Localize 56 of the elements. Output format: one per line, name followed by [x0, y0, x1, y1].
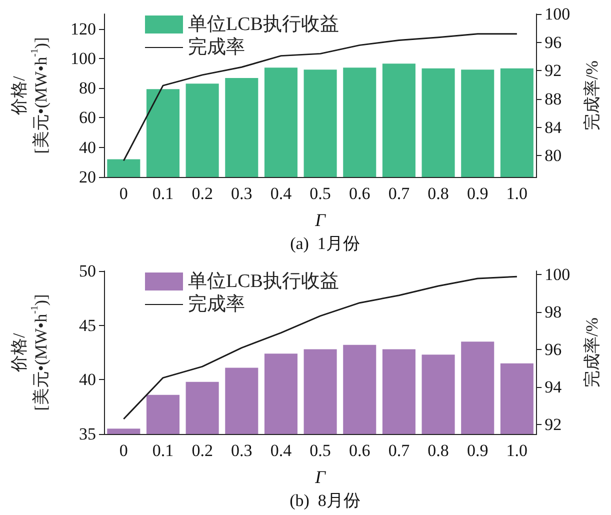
legend-label: 单位LCB执行收益 — [188, 14, 339, 35]
y2-tick-label: 96 — [544, 340, 562, 360]
y-axis-title: 价格/ [美元•(MW•h-1)] — [10, 294, 50, 411]
x-tick-label: 0.2 — [192, 184, 213, 203]
x-tick-label: 0.3 — [231, 441, 252, 460]
y-tick-label: 40 — [79, 370, 96, 390]
x-tick-label: 0.8 — [428, 184, 449, 203]
text: (b) 8月份 — [290, 491, 360, 510]
x-tick-label: 0.7 — [388, 184, 410, 203]
y-tick-label: 20 — [79, 168, 96, 186]
y2-tick-label: 100 — [544, 4, 570, 24]
legend-label: 完成率 — [188, 36, 245, 58]
y2-tick-label: 100 — [544, 265, 570, 284]
y2-tick-label: 88 — [544, 90, 562, 109]
x-tick-label: 0.8 — [428, 441, 449, 460]
x-tick-label: 0.2 — [192, 441, 213, 460]
legend-label: 单位LCB执行收益 — [188, 271, 339, 292]
x-tick-label: 0.4 — [270, 441, 292, 460]
x-tick-label: 0.1 — [152, 184, 174, 203]
x-tick-label: 0.3 — [231, 184, 252, 203]
x-tick-label: 0.6 — [349, 441, 370, 460]
y-tick-label: 120 — [70, 19, 96, 38]
x-tick-label: 0.1 — [152, 441, 174, 460]
y-tick-label: 50 — [79, 262, 96, 280]
x-tick-label: 1.0 — [506, 184, 528, 203]
x-tick-label: 0.5 — [310, 441, 331, 460]
x-tick-label: 0.5 — [310, 184, 331, 203]
y-tick-label: 60 — [79, 108, 96, 128]
y2-tick-label: 80 — [544, 146, 562, 166]
x-tick-label: 1.0 — [506, 441, 528, 460]
y2-tick-label: 84 — [544, 118, 562, 137]
x-tick-label: 0 — [119, 441, 128, 460]
y-axis-title: 价格/ [美元•(MW•h-1)] — [10, 37, 50, 154]
line-series — [122, 33, 518, 162]
y2-tick-label: 92 — [544, 415, 562, 434]
y-tick-label: 80 — [79, 78, 96, 98]
y-tick-label: 45 — [79, 316, 96, 335]
y2-tick-label: 96 — [544, 32, 562, 52]
y-tick-label: 40 — [79, 138, 96, 157]
x-tick-label: 0.9 — [466, 441, 488, 460]
y2-tick-label: 94 — [544, 378, 562, 397]
y2-tick-label: 98 — [544, 302, 562, 322]
x-axis-title: Γ — [314, 467, 326, 487]
x-tick-label: 0.7 — [388, 441, 410, 460]
legend-label: 完成率 — [188, 293, 245, 315]
x-axis-title: Γ — [314, 210, 326, 230]
y-tick-label: 35 — [79, 424, 96, 444]
x-tick-label: 0.6 — [349, 184, 370, 203]
y2-tick-label: 92 — [544, 61, 562, 80]
x-tick-label: 0 — [119, 184, 128, 203]
y2-axis-title: 完成率/% — [582, 318, 602, 388]
text: (a) 1月份 — [290, 234, 360, 253]
y2-axis-title: 完成率/% — [582, 60, 602, 130]
x-tick-label: 0.4 — [270, 184, 292, 203]
y-tick-label: 100 — [70, 48, 96, 68]
x-tick-label: 0.9 — [466, 184, 488, 203]
